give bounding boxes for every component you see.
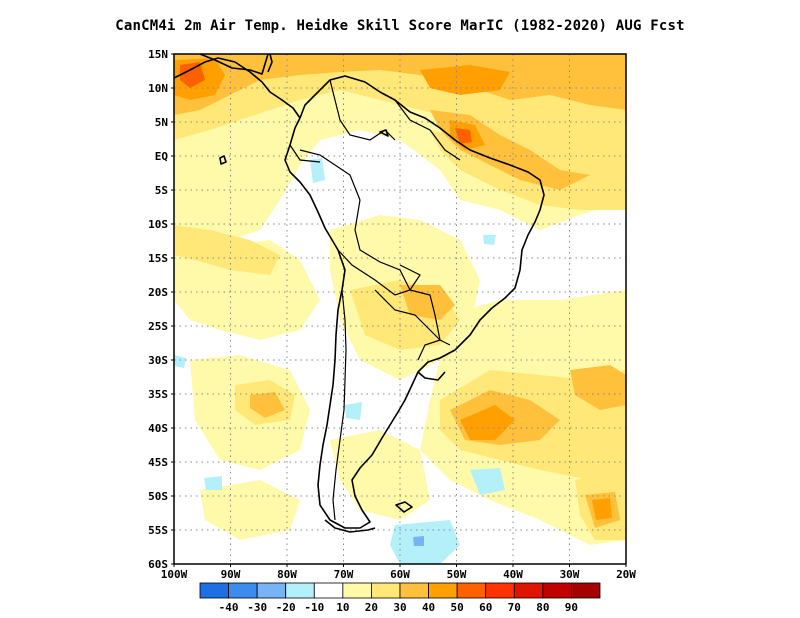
border-chile-argentina	[332, 289, 347, 521]
lat-tick-label: 5S	[155, 184, 168, 197]
map-title: CanCM4i 2m Air Temp. Heidke Skill Score …	[115, 18, 685, 34]
colorbar-swatch	[428, 582, 458, 599]
skill-region-40-50-south	[592, 498, 612, 520]
colorbar-swatch	[513, 582, 544, 599]
skill-region-10-20-pacific	[174, 240, 320, 340]
skill-region-neg-patagonia	[470, 468, 505, 495]
falkland-islands	[395, 501, 413, 513]
colorbar-label: 60	[479, 601, 492, 614]
border-colombia-venezuela	[329, 79, 396, 141]
lat-tick-label: 60S	[148, 558, 168, 571]
lat-tick-label: 15S	[148, 252, 168, 265]
colorbar-label: 40	[422, 601, 435, 614]
lat-tick-label: 10N	[148, 82, 168, 95]
colorbar-swatch	[256, 582, 287, 599]
colorbar-swatch	[571, 582, 601, 599]
gridlines	[174, 54, 626, 564]
colorbar-swatch	[542, 582, 572, 599]
lon-tick-label: 80W	[277, 568, 297, 581]
lon-tick-label: 100W	[161, 568, 188, 581]
lat-tick-label: 50S	[148, 490, 168, 503]
colorbar-label: 80	[536, 601, 549, 614]
lat-tick-label: 15N	[148, 48, 168, 61]
colorbar: -40 -30 -20 -10 10 20 30 40 50 60 70 80 90	[199, 582, 601, 614]
skill-region-neg-south	[390, 520, 460, 564]
skill-region-neg-strong	[413, 536, 424, 546]
lon-tick-label: 20W	[616, 568, 636, 581]
skill-region-neg-pacific	[174, 355, 186, 368]
skill-region-neg-chile	[345, 402, 362, 420]
lon-tick-label: 50W	[447, 568, 467, 581]
central-america-north	[199, 54, 269, 75]
cuba-island	[267, 54, 273, 73]
colorbar-label: -40	[219, 601, 239, 614]
border-colombia-peru	[299, 149, 361, 201]
galapagos-islands	[219, 155, 227, 165]
colorbar-label: 10	[336, 601, 349, 614]
border-bolivia	[337, 249, 421, 296]
border-uruguay	[417, 339, 451, 361]
coastlines	[174, 54, 545, 533]
skill-region-30-40-parana	[400, 285, 455, 320]
colorbar-swatch	[485, 582, 515, 599]
lat-tick-label: 5N	[155, 116, 168, 129]
colorbar-swatch	[313, 582, 344, 599]
central-america-coast	[174, 57, 301, 119]
lon-tick-label: 70W	[334, 568, 354, 581]
colorbar-label: 30	[393, 601, 406, 614]
colorbar-label: 50	[451, 601, 464, 614]
colorbar-swatch	[285, 582, 315, 599]
colorbar-swatch	[399, 582, 429, 599]
lat-tick-label: 30S	[148, 354, 168, 367]
colorbar-swatch	[199, 582, 229, 599]
colorbar-swatch	[371, 582, 401, 599]
south-america-coast	[284, 75, 545, 529]
tierra-del-fuego	[324, 519, 376, 533]
lon-tick-label: 30W	[560, 568, 580, 581]
colorbar-swatch	[342, 582, 372, 599]
skill-region-neg-sw	[204, 476, 222, 490]
lat-tick-label: 20S	[148, 286, 168, 299]
colorbar-swatch	[456, 582, 487, 599]
skill-region-10-20-southwest	[200, 480, 300, 540]
skill-region-30-40-east	[570, 365, 626, 410]
skill-region-20-30-west	[174, 225, 280, 275]
border-brazil-west	[354, 199, 411, 291]
lon-tick-label: 60W	[390, 568, 410, 581]
border-paraguay-brazil	[409, 289, 441, 341]
lon-tick-label: 90W	[221, 568, 241, 581]
skill-region-30-40-pacific	[250, 392, 285, 418]
lat-tick-label: 40S	[148, 422, 168, 435]
skill-region-neg-ecuador	[310, 158, 325, 183]
border-ecuador	[289, 144, 321, 163]
skill-region-neg-brazil	[483, 235, 496, 245]
lat-tick-label: 55S	[148, 524, 168, 537]
colorbar-label: 70	[508, 601, 521, 614]
border-guianas	[394, 99, 461, 161]
country-borders	[289, 79, 461, 521]
lon-tick-label: 40W	[503, 568, 523, 581]
colorbar-label: 20	[365, 601, 378, 614]
colorbar-label: -30	[247, 601, 267, 614]
latitude-labels: 15N 10N 5N EQ 5S 10S 15S 20S 25S 30S 35S 40S 45S 50S 5…	[148, 48, 174, 571]
skill-region-40-50-atlantic	[460, 405, 515, 440]
skill-region-50-60-nw	[180, 62, 205, 88]
colorbar-swatch	[228, 582, 258, 599]
lat-tick-label: 45S	[148, 456, 168, 469]
skill-region-30-40-north	[174, 54, 626, 115]
colorbar-label: -20	[276, 601, 296, 614]
colorbar-label: -10	[304, 601, 324, 614]
lat-tick-label: 35S	[148, 388, 168, 401]
lat-tick-label: 10S	[148, 218, 168, 231]
skill-region-50-60-guiana	[455, 128, 472, 144]
skill-field	[174, 54, 626, 564]
la-plata-estuary	[417, 371, 446, 381]
longitude-labels: 100W 90W 80W 70W 60W 50W 40W 30W 20W	[161, 564, 636, 581]
lat-tick-label: 25S	[148, 320, 168, 333]
lat-tick-label: EQ	[155, 150, 169, 163]
colorbar-label: 90	[565, 601, 578, 614]
border-argentina-paraguay	[374, 289, 441, 341]
